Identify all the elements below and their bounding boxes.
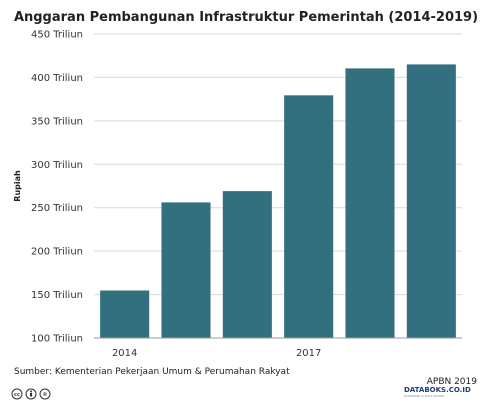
copyright-icon: © [39,388,51,400]
x-tick-label: 2017 [296,348,321,359]
by-icon [25,388,37,400]
bar-2018 [345,68,395,338]
y-axis-ticks: 100 Triliun 150 Triliun 200 Triliun 250 Tri… [31,30,83,345]
x-axis-ticks: 2014 2017 [112,348,321,359]
bar-2015 [161,202,211,338]
y-tick-label: 100 Triliun [31,334,83,345]
y-axis-label: Rupiah [13,170,22,202]
bars [100,64,456,339]
y-tick-label: 450 Triliun [31,30,83,41]
license-icons: cc © [11,388,51,400]
y-tick-label: 200 Triliun [31,247,83,258]
y-tick-label: 300 Triliun [31,160,83,171]
x-tick-label: 2014 [112,348,137,359]
bar-2014 [100,290,150,338]
gridlines [94,33,462,339]
brand-logo: DATABOKS.CO.ID ECONOMIC & DATA PORTAL [404,386,471,398]
brand-tagline: ECONOMIC & DATA PORTAL [404,394,445,398]
bar-2017 [284,95,334,339]
svg-text:©: © [43,392,48,398]
svg-text:cc: cc [14,392,20,398]
source-text: Sumber: Kementerian Pekerjaan Umum & Per… [14,367,290,377]
cc-icon: cc [11,388,23,400]
y-tick-label: 150 Triliun [31,290,83,301]
bar-2016 [222,191,272,338]
chart-title: Anggaran Pembangunan Infrastruktur Pemer… [14,10,478,25]
y-tick-label: 250 Triliun [31,203,83,214]
y-tick-label: 400 Triliun [31,73,83,84]
y-tick-label: 350 Triliun [31,116,83,127]
bar-2019 [406,64,456,339]
note-text: APBN 2019 [427,377,478,387]
brand-name: DATABOKS.CO.ID [404,386,471,394]
